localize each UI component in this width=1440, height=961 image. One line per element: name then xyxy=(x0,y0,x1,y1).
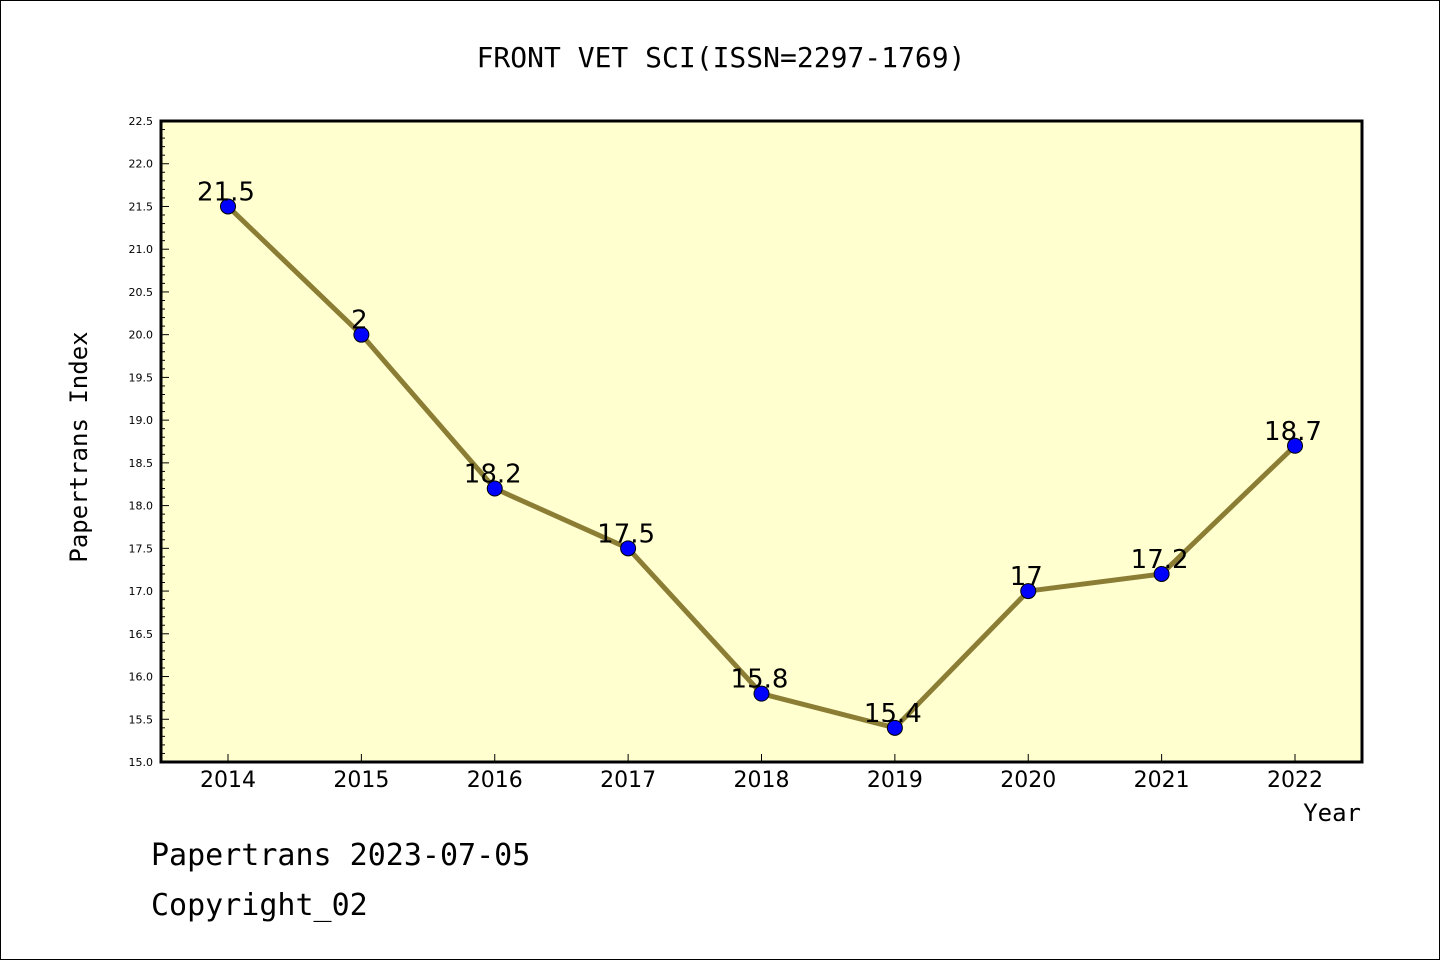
footer-copyright: Copyright_02 xyxy=(151,888,368,923)
y-tick-label: 18.5 xyxy=(129,457,154,470)
y-tick-label: 22.5 xyxy=(129,115,154,128)
y-tick-label: 16.0 xyxy=(129,671,154,684)
data-label: 2 xyxy=(351,306,368,336)
data-label: 17 xyxy=(1010,562,1043,592)
x-tick-label: 2015 xyxy=(333,768,389,793)
x-axis: 2014 2015 2016 2017 2018 2019 2020 2021 2022 xyxy=(200,754,1323,793)
x-tick-label: 2019 xyxy=(867,768,923,793)
data-label: 15.8 xyxy=(731,665,789,695)
chart-title: FRONT VET SCI(ISSN=2297-1769) xyxy=(477,41,966,74)
series-markers xyxy=(220,198,1303,736)
data-point-marker xyxy=(1287,437,1303,454)
data-point-marker xyxy=(1153,565,1170,582)
x-tick-label: 2022 xyxy=(1267,768,1323,793)
data-label: 15.4 xyxy=(864,699,922,729)
y-tick-label: 21.0 xyxy=(129,243,154,256)
y-tick-label: 15.0 xyxy=(129,756,154,769)
data-label: 21.5 xyxy=(197,177,255,207)
data-label: 18.2 xyxy=(464,460,522,490)
x-tick-label: 2021 xyxy=(1134,768,1190,793)
data-label: 17.2 xyxy=(1131,545,1189,575)
y-tick-label: 17.5 xyxy=(129,542,154,555)
y-tick-label: 19.5 xyxy=(129,371,154,384)
y-tick-label: 20.0 xyxy=(129,329,154,342)
data-point-marker xyxy=(1020,583,1037,600)
data-point-marker xyxy=(353,326,370,343)
data-label: 18.7 xyxy=(1264,417,1322,447)
y-tick-label: 20.5 xyxy=(129,286,154,299)
y-axis: 15.0 15.5 16.0 16.5 17.0 17.5 18.0 18.5 19.0 19.5… xyxy=(129,115,169,769)
y-tick-label: 21.5 xyxy=(129,200,154,213)
x-axis-label: Year xyxy=(1303,799,1361,827)
x-tick-label: 2017 xyxy=(600,768,656,793)
y-tick-label: 16.5 xyxy=(129,628,154,641)
data-label: 17.5 xyxy=(597,519,655,549)
plot-area xyxy=(159,119,1364,764)
data-point-marker xyxy=(753,685,770,702)
data-point-marker xyxy=(886,719,903,736)
x-tick-label: 2018 xyxy=(734,768,790,793)
data-point-marker xyxy=(220,198,236,215)
y-tick-label: 22.0 xyxy=(129,158,154,171)
y-axis-label: Papertrans Index xyxy=(65,331,93,562)
x-tick-label: 2016 xyxy=(467,768,523,793)
y-tick-label: 15.5 xyxy=(129,713,154,726)
x-tick-label: 2014 xyxy=(200,768,256,793)
y-tick-label: 17.0 xyxy=(129,585,154,598)
data-point-marker xyxy=(486,480,503,497)
y-tick-label: 19.0 xyxy=(129,414,154,427)
data-point-marker xyxy=(620,540,637,557)
y-tick-label: 18.0 xyxy=(129,500,154,513)
x-tick-label: 2020 xyxy=(1000,768,1056,793)
footer-date: Papertrans 2023-07-05 xyxy=(151,838,530,873)
data-labels: 21.5 2 18.2 17.5 15.8 15.4 17 17.2 18.7 xyxy=(197,177,1322,728)
